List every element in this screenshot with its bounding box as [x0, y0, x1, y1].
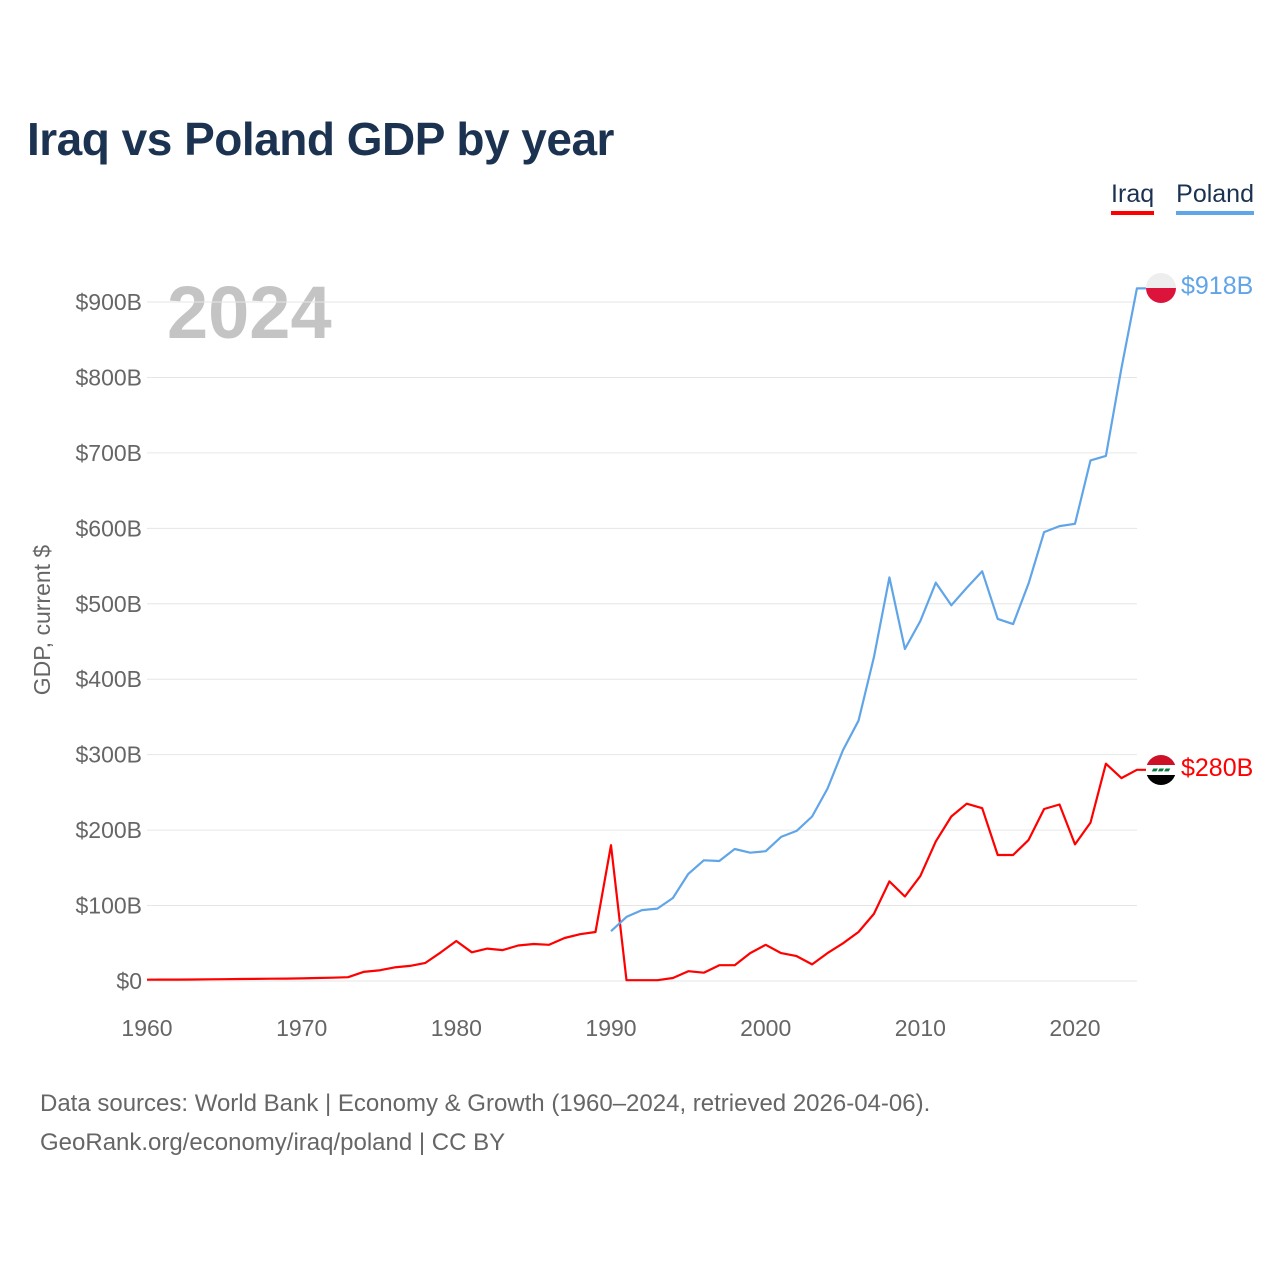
poland-flag-icon: [1146, 273, 1176, 303]
legend-poland[interactable]: Poland: [1176, 180, 1254, 215]
year-overlay: 2024: [167, 271, 332, 354]
source-line-2[interactable]: GeoRank.org/economy/iraq/poland | CC BY: [40, 1129, 506, 1156]
y-tick-label: $400B: [75, 666, 142, 692]
x-tick-label: 1970: [276, 1015, 327, 1041]
y-tick-label: $100B: [75, 893, 142, 919]
x-tick-label: 1960: [121, 1015, 172, 1041]
legend-iraq[interactable]: Iraq: [1111, 180, 1155, 215]
legend: Iraq Poland: [1111, 180, 1254, 215]
x-tick-label: 1980: [431, 1015, 482, 1041]
y-tick-label: $600B: [75, 515, 142, 541]
y-tick-label: $200B: [75, 817, 142, 843]
source-note: Data sources: World Bank | Economy & Gro…: [40, 1084, 930, 1162]
y-tick-label: $0: [116, 968, 142, 994]
series-line-iraq: [146, 762, 1146, 982]
iraq-end-label: $280B: [1181, 754, 1254, 782]
y-tick-label: $300B: [75, 742, 142, 768]
x-tick-label: 1990: [585, 1015, 636, 1041]
y-axis-label: GDP, current $: [29, 545, 55, 696]
source-line-1: Data sources: World Bank | Economy & Gro…: [40, 1090, 931, 1117]
series-line-poland: [610, 287, 1146, 933]
y-tick-label: $700B: [75, 440, 142, 466]
poland-end-label: $918B: [1181, 272, 1254, 300]
x-tick-label: 2000: [740, 1015, 791, 1041]
y-tick-label: $800B: [75, 364, 142, 390]
iraq-flag-icon: ▰▰▰: [1146, 755, 1176, 785]
chart-title: Iraq vs Poland GDP by year: [27, 113, 614, 165]
y-tick-label: $900B: [75, 289, 142, 315]
x-tick-label: 2010: [895, 1015, 946, 1041]
x-tick-label: 2020: [1049, 1015, 1100, 1041]
y-tick-label: $500B: [75, 591, 142, 617]
